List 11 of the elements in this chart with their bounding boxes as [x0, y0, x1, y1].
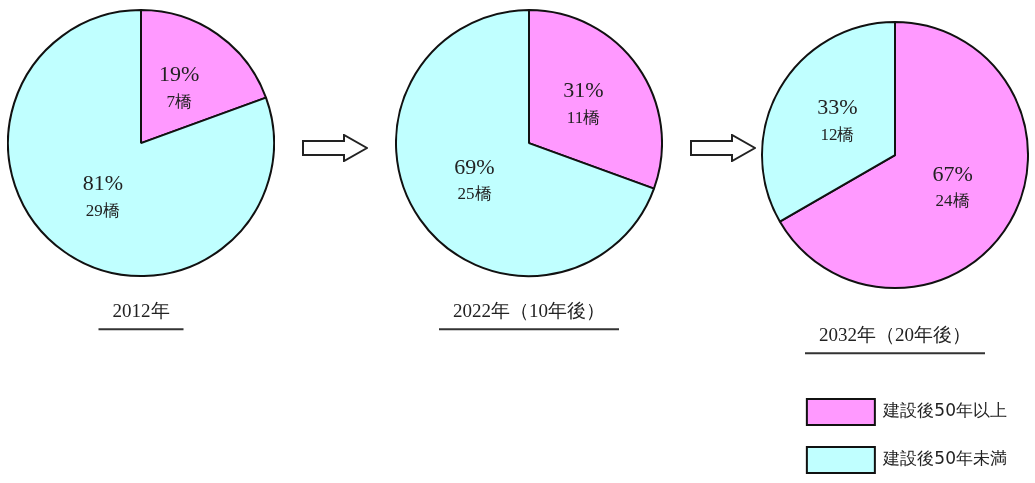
data-label: 19% 7橋 — [158, 60, 200, 111]
text: 2012年 — [112, 299, 170, 321]
text: 2022年（10年後） — [453, 299, 605, 321]
data-label: 69% 25橋 — [454, 153, 495, 204]
legend-label: 建設後50年未満 — [882, 448, 1008, 469]
text: 2032年（20年後） — [819, 323, 971, 345]
data-label: 67% 24橋 — [932, 160, 973, 211]
legend-label: 建設後50年以上 — [882, 400, 1008, 421]
data-label: 81% 29橋 — [82, 169, 124, 220]
data-label: 31% 11橋 — [563, 77, 604, 127]
data-label: 33% 12橋 — [817, 94, 858, 144]
